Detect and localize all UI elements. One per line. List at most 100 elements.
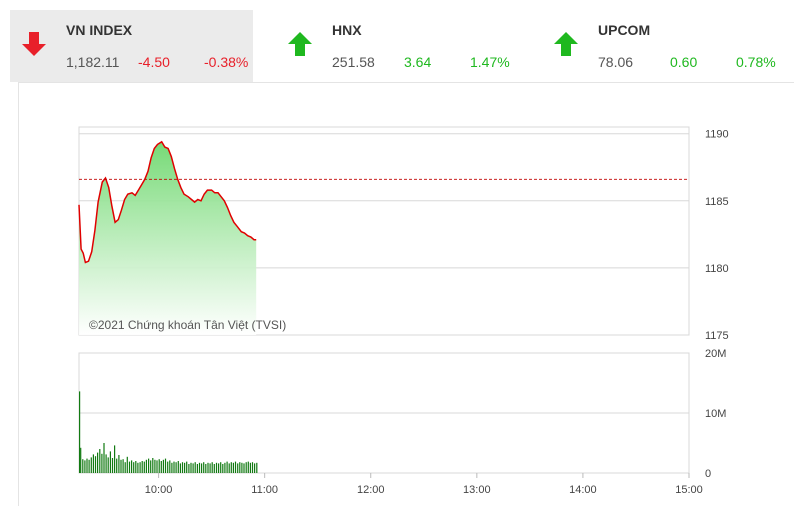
time-tick-label: 11:00 — [251, 484, 278, 496]
price-area-fill — [79, 141, 257, 335]
volume-bar — [88, 459, 90, 473]
index-tab-hnx[interactable]: HNX 251.58 3.64 1.47% — [276, 10, 519, 82]
volume-bar — [94, 456, 97, 473]
index-name: HNX — [332, 22, 362, 38]
volume-bar — [145, 459, 147, 473]
volume-bar — [158, 459, 160, 473]
volume-bar — [131, 460, 133, 473]
volume-bar — [245, 462, 247, 473]
volume-bar — [137, 462, 139, 473]
volume-tick-label: 0 — [705, 468, 711, 480]
volume-bar — [211, 462, 213, 473]
volume-bar — [107, 457, 109, 473]
volume-bar — [184, 462, 186, 473]
volume-bar — [150, 460, 152, 473]
volume-bar — [116, 458, 118, 473]
intraday-chart: 1190 1185 1180 1175 20M 10M 0 10:00 11:00 12:00 13… — [78, 126, 729, 496]
index-value: 78.06 — [598, 54, 634, 70]
volume-bar — [154, 459, 156, 473]
volume-bar — [169, 460, 171, 473]
index-name: VN INDEX — [66, 22, 133, 38]
volume-bar — [249, 462, 251, 473]
volume-bar — [196, 464, 198, 473]
time-tick-label: 12:00 — [357, 484, 385, 496]
volume-bar — [207, 462, 209, 473]
price-tick-label: 1190 — [705, 129, 729, 141]
chart-panel: 1190 1185 1180 1175 20M 10M 0 10:00 11:00 12:00 13… — [18, 82, 794, 506]
volume-bar — [90, 457, 92, 473]
volume-bar — [203, 462, 205, 473]
index-name: UPCOM — [598, 22, 651, 38]
volume-bar — [99, 449, 101, 473]
volume-bar — [120, 459, 122, 473]
volume-bar — [209, 463, 211, 473]
volume-bar — [139, 462, 141, 473]
volume-bar — [251, 462, 254, 473]
index-change: 0.60 — [670, 54, 698, 70]
volume-bar — [92, 454, 94, 473]
volume-bar — [179, 463, 181, 473]
volume-bar — [241, 462, 243, 473]
volume-bar — [103, 443, 105, 473]
volume-bar — [194, 462, 196, 473]
time-tick-label: 10:00 — [145, 484, 173, 496]
volume-bar — [190, 462, 192, 473]
index-percent: 0.78% — [736, 54, 776, 70]
volume-bar — [135, 461, 137, 473]
volume-bar — [84, 460, 86, 473]
volume-bar — [160, 461, 162, 473]
volume-bar — [188, 464, 190, 473]
volume-bar — [234, 461, 237, 473]
time-tick-label: 14:00 — [569, 484, 597, 496]
index-percent: 1.47% — [470, 54, 510, 70]
volume-bar — [256, 462, 258, 473]
volume-bar — [118, 455, 120, 473]
index-tab-vn-index[interactable]: VN INDEX 1,182.11 -4.50 -0.38% — [10, 10, 253, 82]
volume-bar — [122, 459, 124, 473]
time-tick-label: 15:00 — [675, 484, 703, 496]
volume-bar — [111, 458, 114, 473]
volume-tick-label: 10M — [705, 408, 726, 420]
volume-bar — [79, 391, 81, 473]
volume-bar — [228, 463, 230, 473]
volume-bar — [124, 462, 126, 473]
volume-bars — [79, 391, 258, 473]
volume-bar — [141, 461, 143, 473]
volume-bar — [152, 458, 154, 473]
volume-bar — [237, 463, 239, 473]
volume-bar — [175, 462, 177, 473]
volume-bar — [143, 461, 145, 473]
volume-bar — [97, 452, 99, 473]
volume-bar — [156, 460, 158, 473]
price-tick-label: 1180 — [705, 263, 729, 275]
arrow-up-icon — [552, 30, 580, 58]
volume-bar — [177, 461, 179, 473]
volume-bar — [213, 464, 215, 473]
volume-bar — [232, 462, 234, 473]
volume-bar — [201, 463, 203, 473]
volume-bar — [181, 462, 184, 473]
index-change: 3.64 — [404, 54, 432, 70]
volume-bar — [226, 461, 228, 473]
volume-bar — [198, 462, 201, 473]
volume-bar — [218, 463, 220, 473]
price-tick-label: 1175 — [705, 330, 729, 342]
volume-bar — [128, 461, 131, 473]
price-tick-label: 1185 — [705, 196, 729, 208]
volume-bar — [126, 456, 128, 473]
volume-bar — [105, 454, 107, 473]
index-value: 251.58 — [332, 54, 375, 70]
index-tab-upcom[interactable]: UPCOM 78.06 0.60 0.78% — [542, 10, 785, 82]
price-area — [78, 140, 257, 335]
volume-bar — [186, 461, 188, 473]
volume-bar — [243, 463, 245, 473]
volume-bar — [148, 458, 150, 473]
volume-bar — [254, 463, 256, 473]
volume-bar — [171, 462, 173, 473]
volume-bar — [101, 453, 103, 473]
volume-bar — [109, 451, 111, 473]
volume-bar — [224, 462, 226, 473]
arrow-up-icon — [286, 30, 314, 58]
volume-bar — [162, 459, 164, 473]
time-tick-label: 13:00 — [463, 484, 491, 496]
